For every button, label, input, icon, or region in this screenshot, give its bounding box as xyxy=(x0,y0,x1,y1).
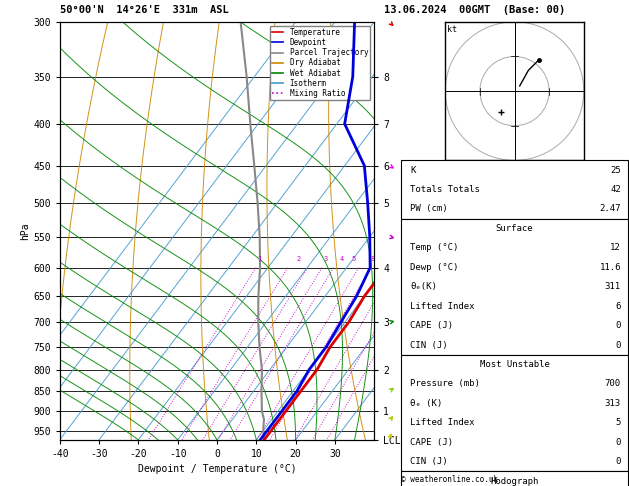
Text: kt: kt xyxy=(447,25,457,34)
FancyBboxPatch shape xyxy=(401,160,628,219)
Text: 6: 6 xyxy=(616,302,621,311)
Text: CAPE (J): CAPE (J) xyxy=(410,438,454,447)
Text: Most Unstable: Most Unstable xyxy=(479,360,550,369)
Text: 700: 700 xyxy=(605,380,621,388)
Text: θₑ(K): θₑ(K) xyxy=(410,282,437,291)
Y-axis label: hPa: hPa xyxy=(20,222,30,240)
Text: 0: 0 xyxy=(616,457,621,466)
Y-axis label: km
ASL: km ASL xyxy=(403,209,421,231)
Text: 8: 8 xyxy=(371,256,375,261)
Legend: Temperature, Dewpoint, Parcel Trajectory, Dry Adiabat, Wet Adiabat, Isotherm, Mi: Temperature, Dewpoint, Parcel Trajectory… xyxy=(270,26,370,100)
Text: 0: 0 xyxy=(616,341,621,349)
Text: 25: 25 xyxy=(610,166,621,174)
Text: K: K xyxy=(410,166,416,174)
Text: CIN (J): CIN (J) xyxy=(410,457,448,466)
Text: 2.47: 2.47 xyxy=(599,205,621,213)
FancyBboxPatch shape xyxy=(401,471,628,486)
Text: Dewp (°C): Dewp (°C) xyxy=(410,263,459,272)
Text: PW (cm): PW (cm) xyxy=(410,205,448,213)
Text: 313: 313 xyxy=(605,399,621,408)
Text: CAPE (J): CAPE (J) xyxy=(410,321,454,330)
Text: Hodograph: Hodograph xyxy=(491,477,538,486)
FancyBboxPatch shape xyxy=(401,219,628,355)
Text: 3: 3 xyxy=(324,256,328,261)
Text: 5: 5 xyxy=(351,256,355,261)
Text: Lifted Index: Lifted Index xyxy=(410,302,475,311)
X-axis label: Dewpoint / Temperature (°C): Dewpoint / Temperature (°C) xyxy=(138,465,296,474)
Text: Temp (°C): Temp (°C) xyxy=(410,243,459,252)
Text: θₑ (K): θₑ (K) xyxy=(410,399,443,408)
Text: 2: 2 xyxy=(296,256,301,261)
Text: 311: 311 xyxy=(605,282,621,291)
Text: CIN (J): CIN (J) xyxy=(410,341,448,349)
Text: 5: 5 xyxy=(616,418,621,427)
Text: 4: 4 xyxy=(340,256,343,261)
Text: 12: 12 xyxy=(610,243,621,252)
Text: 13.06.2024  00GMT  (Base: 00): 13.06.2024 00GMT (Base: 00) xyxy=(384,4,565,15)
Text: 50°00'N  14°26'E  331m  ASL: 50°00'N 14°26'E 331m ASL xyxy=(60,4,228,15)
Text: Totals Totals: Totals Totals xyxy=(410,185,480,194)
Text: © weatheronline.co.uk: © weatheronline.co.uk xyxy=(401,474,498,484)
Text: 42: 42 xyxy=(610,185,621,194)
Text: Lifted Index: Lifted Index xyxy=(410,418,475,427)
Text: 1: 1 xyxy=(257,256,261,261)
Text: 0: 0 xyxy=(616,321,621,330)
Text: Pressure (mb): Pressure (mb) xyxy=(410,380,480,388)
Text: 11.6: 11.6 xyxy=(599,263,621,272)
Text: 0: 0 xyxy=(616,438,621,447)
Text: Surface: Surface xyxy=(496,224,533,233)
FancyBboxPatch shape xyxy=(401,355,628,471)
